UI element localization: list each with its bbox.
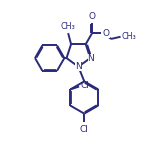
- Text: CH₃: CH₃: [121, 32, 136, 41]
- Text: Cl: Cl: [80, 81, 89, 90]
- Text: N: N: [75, 62, 82, 71]
- Text: O: O: [89, 12, 95, 21]
- Text: O: O: [103, 29, 110, 38]
- Text: CH₃: CH₃: [61, 22, 75, 31]
- Text: N: N: [88, 54, 94, 63]
- Text: Cl: Cl: [80, 125, 89, 134]
